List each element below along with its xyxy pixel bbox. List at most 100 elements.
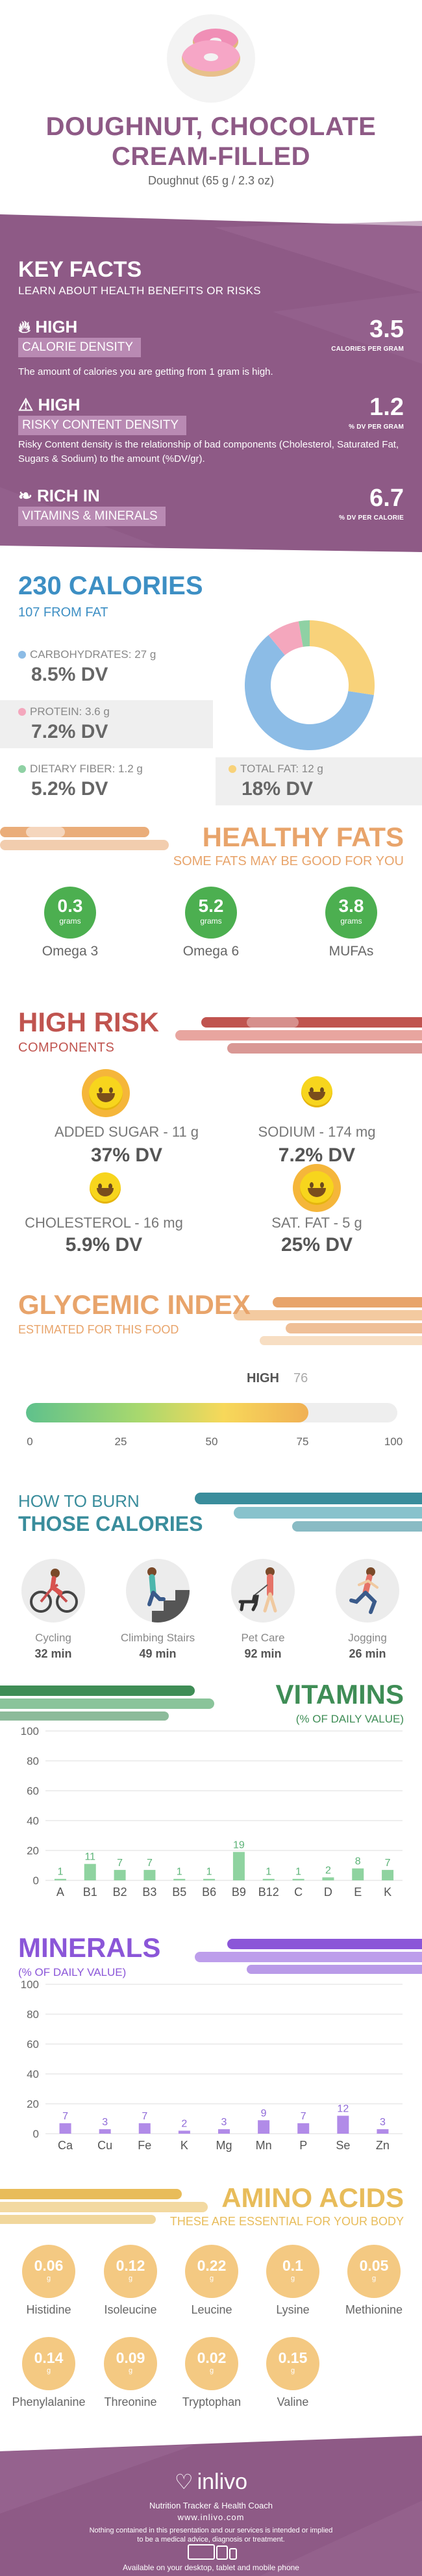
minerals-category-label: Ca [58, 2139, 73, 2152]
glycemic-subtitle: ESTIMATED FOR THIS FOOD [18, 1323, 179, 1336]
vitamins-ytick: 0 [33, 1875, 39, 1887]
calorie-density-label: CALORIE DENSITY [18, 338, 142, 357]
minerals-bar-mn [258, 2120, 270, 2134]
amino-acids-section: AMINO ACIDS THESE ARE ESSENTIAL FOR YOUR… [0, 2182, 422, 2455]
vitamins-value-label: 2 [325, 1865, 331, 1876]
carbs-row: CARBOHYDRATES: 27 g 8.5% DV [0, 643, 213, 691]
vitamins-value-label: 1 [266, 1867, 271, 1878]
threonine-label: Threonine [104, 2395, 157, 2408]
glycemic-value: 76 [293, 1371, 308, 1385]
cycling-icon [21, 1559, 85, 1623]
footer-available: Available on your desktop, tablet and mo… [123, 2563, 299, 2572]
vitamins-bar-chart: 100 80 60 40 20 0 1 A 11 B1 7 B2 7 B3 1 B5 1 B6 19 B9 1 B12 1 C… [21, 1725, 403, 1899]
vitamins-value-label: 7 [147, 1858, 153, 1869]
minerals-bar-zn [377, 2129, 389, 2134]
minerals-decor-stripes [195, 1939, 422, 1974]
glycemic-bar-fill [26, 1403, 308, 1422]
minerals-category-label: Mg [216, 2139, 232, 2152]
pet-care-minutes: 92 min [244, 1647, 282, 1660]
sodium-label: SODIUM - 174 mg [258, 1124, 376, 1140]
vitamins-subtitle: (% OF DAILY VALUE) [295, 1713, 404, 1725]
minerals-ytick: 80 [27, 2008, 39, 2021]
vitamins-category-label: B5 [172, 1886, 186, 1899]
risky-content-label: RISKY CONTENT DENSITY [18, 416, 187, 435]
vitamins-minerals-level: ❧ RICH IN [18, 486, 100, 505]
risky-content-desc: Risky Content density is the relationshi… [18, 439, 399, 464]
serving-size: Doughnut (65 g / 2.3 oz) [147, 174, 275, 187]
vitamins-title: VITAMINS [275, 1679, 404, 1710]
vitamins-ytick: 100 [21, 1725, 39, 1737]
leaf-icon: ❧ [18, 486, 32, 505]
vitamins-section: VITAMINS (% OF DAILY VALUE) 100 80 60 40 20 0… [0, 1679, 422, 1919]
vitamins-category-label: E [354, 1886, 362, 1899]
minerals-section: MINERALS (% OF DAILY VALUE) 100 80 60 40 20 0… [0, 1932, 422, 2173]
vitamins-bar-b6 [203, 1878, 216, 1880]
lysine-circle: 0.1 g [266, 2245, 319, 2298]
fiber-slice [298, 620, 310, 647]
vitamins-value-label: 11 [84, 1852, 95, 1863]
vitamins-category-label: B3 [142, 1886, 156, 1899]
burn-calories-section: HOW TO BURN THOSE CALORIES Cycling 32 mi… [0, 1487, 422, 1676]
fiber-label: DIETARY FIBER: 1.2 g [30, 763, 143, 775]
fiber-dv: 5.2% DV [31, 778, 108, 800]
vitamins-value-label: 19 [233, 1839, 245, 1850]
minerals-bar-mg [218, 2129, 230, 2134]
calories-from-fat: 107 FROM FAT [18, 605, 108, 620]
cycling-minutes: 32 min [34, 1647, 72, 1660]
minerals-value-label: 3 [102, 2117, 108, 2128]
minerals-ytick: 100 [21, 1978, 39, 1991]
minerals-ytick: 60 [27, 2038, 39, 2051]
added-sugar-label: ADDED SUGAR - 11 g [54, 1124, 199, 1140]
fat-dot [229, 765, 236, 773]
valine-label: Valine [277, 2395, 309, 2408]
mufas-label: MUFAs [329, 944, 374, 959]
key-facts-title: KEY FACTS [18, 257, 142, 282]
threonine-circle: 0.09 g [104, 2337, 157, 2390]
climbing-stairs-label: Climbing Stairs [120, 1632, 195, 1644]
footer-background [0, 2436, 422, 2576]
pet-care-icon [231, 1559, 295, 1623]
minerals-value-label: 7 [301, 2111, 306, 2122]
phenylalanine-circle: 0.14 g [22, 2337, 75, 2390]
tryptophan-circle: 0.02 g [185, 2337, 238, 2390]
vitamins-value-label: 1 [206, 1867, 212, 1878]
vitamins-bar-e [352, 1868, 364, 1880]
vitamins-value-label: 1 [295, 1867, 301, 1878]
minerals-ytick: 40 [27, 2068, 39, 2080]
fats-decor-stripes [0, 827, 169, 850]
carbs-slice [244, 635, 374, 750]
fat-slice [310, 620, 375, 696]
calories-title: 230 CALORIES [18, 572, 203, 600]
minerals-category-label: Se [336, 2139, 350, 2152]
smiley-icon [86, 1169, 124, 1207]
glycemic-level: HIGH [247, 1371, 279, 1385]
vitamins-value-label: 7 [385, 1858, 391, 1869]
minerals-category-label: P [299, 2139, 307, 2152]
vitamins-bar-b3 [143, 1869, 156, 1880]
footer-disclaimer-2: to be a medical advice, diagnosis or tre… [137, 2536, 285, 2544]
vitamins-bar-b1 [84, 1863, 96, 1880]
smiley-icon [293, 1164, 341, 1212]
inlivo-logo[interactable]: ♡ inlivo [174, 2469, 248, 2494]
healthy-fats-section: HEALTHY FATS SOME FATS MAY BE GOOD FOR Y… [0, 822, 422, 978]
histidine-circle: 0.06 g [22, 2245, 75, 2298]
vitamins-category-label: C [294, 1886, 303, 1899]
high-risk-subtitle: COMPONENTS [18, 1041, 115, 1055]
vitamins-bar-b2 [114, 1869, 126, 1880]
tryptophan-label: Tryptophan [182, 2395, 242, 2408]
vitamins-category-label: A [56, 1886, 64, 1899]
fiber-dot [18, 765, 26, 773]
burn-decor-stripes [195, 1493, 422, 1532]
warning-icon: ⚠︎ [18, 395, 34, 414]
vitamins-minerals-label: VITAMINS & MINERALS [18, 507, 166, 526]
cholesterol-dv: 5.9% DV [65, 1234, 143, 1256]
vitamins-decor-stripes [0, 1686, 214, 1721]
minerals-category-label: Zn [376, 2139, 390, 2152]
protein-label: PROTEIN: 3.6 g [30, 705, 110, 718]
minerals-category-label: Mn [256, 2139, 272, 2152]
footer-url[interactable]: www.inlivo.com [177, 2512, 245, 2522]
minerals-bar-chart: 100 80 60 40 20 0 7 Ca 3 Cu 7 Fe 2 K 3 Mg 9 Mn 7 P 12 Se 3 Zn [21, 1978, 403, 2152]
glycemic-tick-50: 50 [205, 1435, 218, 1448]
omega3-label: Omega 3 [42, 944, 99, 959]
minerals-value-label: 3 [221, 2117, 227, 2128]
